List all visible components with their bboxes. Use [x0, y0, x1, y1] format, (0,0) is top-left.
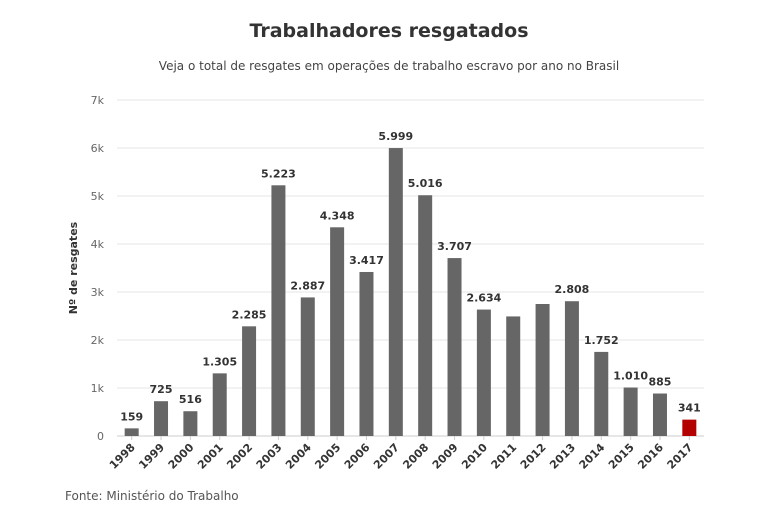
bar — [418, 195, 433, 436]
x-tick-label: 2010 — [459, 441, 490, 472]
data-label: 2.634 — [466, 292, 501, 305]
source-note: Fonte: Ministério do Trabalho — [65, 489, 239, 503]
x-tick-label: 2012 — [518, 441, 549, 472]
data-label: 159 — [120, 410, 143, 423]
chart-subtitle: Veja o total de resgates em operações de… — [158, 59, 620, 73]
bar — [124, 428, 139, 436]
x-tick-label: 2009 — [430, 441, 461, 472]
y-tick-label: 7k — [91, 94, 105, 107]
x-tick-label: 2002 — [224, 441, 255, 472]
data-label: 5.223 — [261, 167, 296, 180]
data-label: 1.010 — [613, 370, 648, 383]
data-label: 5.016 — [408, 177, 443, 190]
bar — [682, 419, 697, 436]
bar — [623, 387, 638, 436]
bar — [154, 401, 169, 436]
bar — [652, 393, 667, 436]
x-tick-label: 2004 — [283, 441, 314, 472]
bar — [271, 185, 286, 436]
x-tick-label: 2000 — [166, 441, 197, 472]
x-tick-label: 2017 — [665, 441, 696, 472]
x-tick-label: 2015 — [606, 441, 637, 472]
bar — [330, 227, 345, 436]
y-tick-label: 0 — [97, 430, 104, 443]
data-label: 725 — [150, 383, 173, 396]
y-tick-label: 2k — [91, 334, 105, 347]
y-axis-title: Nº de resgates — [67, 221, 80, 314]
x-tick-label: 2007 — [371, 441, 402, 472]
bar — [506, 316, 521, 436]
x-tick-label: 2011 — [488, 441, 519, 472]
x-tick-label: 2005 — [312, 441, 343, 472]
bar — [300, 297, 315, 436]
x-tick-label: 2006 — [342, 441, 373, 472]
bar — [476, 309, 491, 436]
bar — [447, 258, 462, 436]
bar — [183, 411, 198, 436]
x-tick-label: 2016 — [635, 441, 666, 472]
data-label: 2.887 — [290, 279, 325, 292]
data-label: 885 — [648, 376, 671, 389]
bar — [564, 301, 579, 436]
y-tick-label: 3k — [91, 286, 105, 299]
data-label: 2.285 — [232, 308, 267, 321]
bar — [535, 304, 550, 436]
bar — [212, 373, 227, 436]
bar — [242, 326, 257, 436]
data-label: 341 — [678, 402, 701, 415]
data-label: 516 — [179, 393, 202, 406]
x-tick-label: 2013 — [547, 441, 578, 472]
y-tick-label: 1k — [91, 382, 105, 395]
data-label: 5.999 — [378, 130, 413, 143]
data-label: 1.752 — [584, 334, 619, 347]
y-tick-label: 6k — [91, 142, 105, 155]
bar — [388, 148, 403, 436]
y-tick-label: 4k — [91, 238, 105, 251]
bar — [594, 351, 609, 436]
data-label: 3.707 — [437, 240, 472, 253]
bar — [359, 271, 374, 436]
y-tick-label: 5k — [91, 190, 105, 203]
x-tick-label: 2003 — [254, 441, 285, 472]
data-label: 2.808 — [555, 283, 590, 296]
x-tick-label: 1998 — [107, 441, 138, 472]
x-tick-label: 2014 — [577, 441, 608, 472]
chart-title: Trabalhadores resgatados — [249, 20, 529, 42]
x-tick-label: 2008 — [400, 441, 431, 472]
x-tick-label: 2001 — [195, 441, 226, 472]
data-label: 4.348 — [320, 209, 355, 222]
x-tick-label: 1999 — [136, 441, 167, 472]
data-label: 1.305 — [202, 355, 237, 368]
data-label: 3.417 — [349, 254, 384, 267]
